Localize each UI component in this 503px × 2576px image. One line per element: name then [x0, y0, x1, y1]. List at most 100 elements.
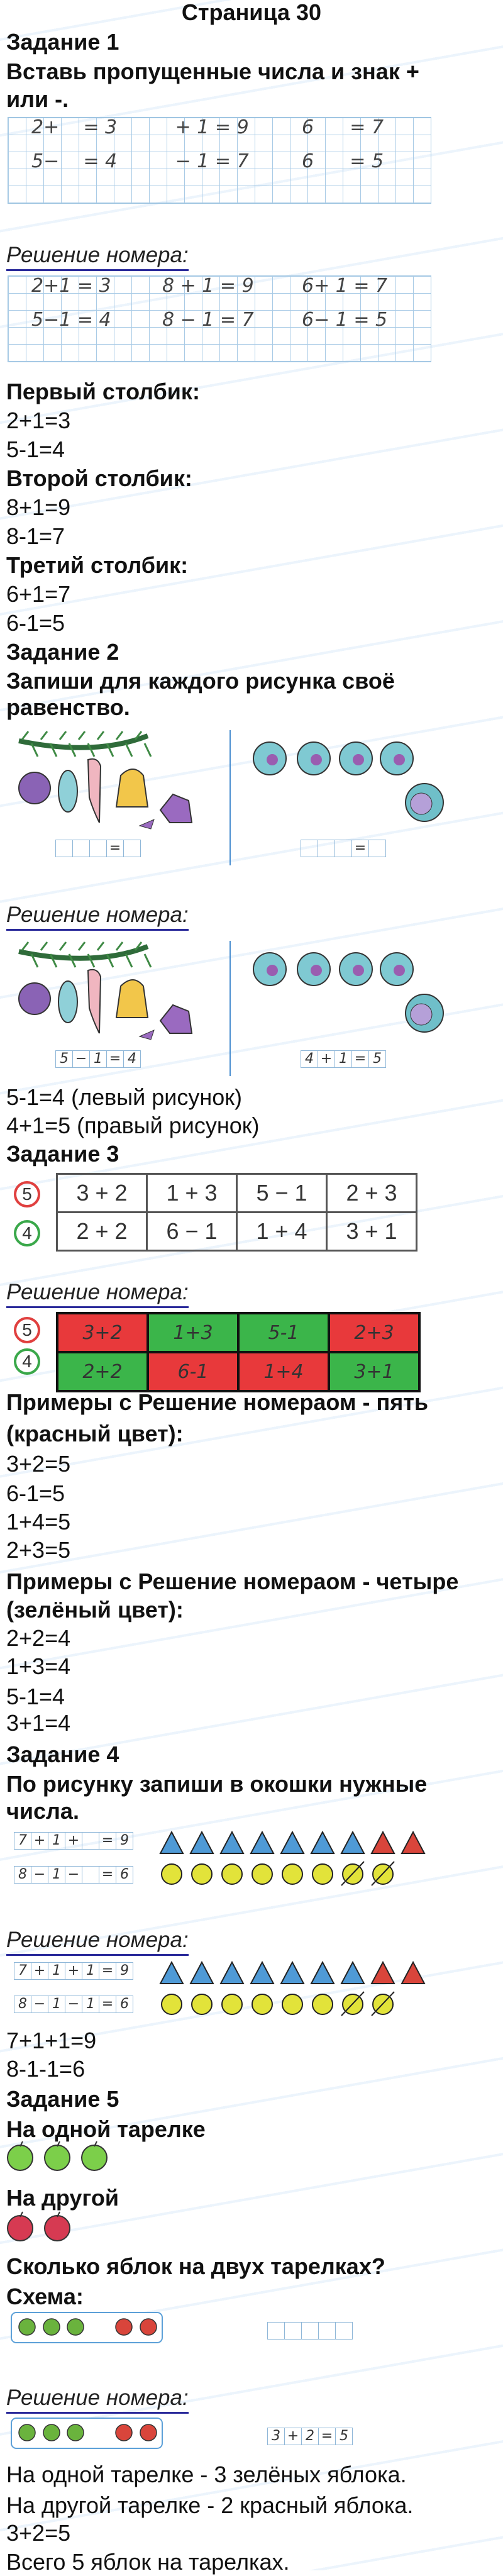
box-cell: + [65, 1833, 82, 1849]
scheme-label: Схема: [6, 2284, 84, 2309]
box-cell[interactable] [302, 2323, 319, 2339]
box-cell[interactable] [124, 840, 140, 857]
box-cell: = [99, 1996, 116, 2012]
task5-heading: Задание 5 [6, 2086, 119, 2112]
box-cell[interactable] [301, 840, 318, 857]
yellow-circle [221, 1863, 243, 1885]
fir-branch [18, 944, 149, 961]
grid-equation: + 1 = 9 [157, 116, 249, 138]
answer-line: 8-1-1=6 [6, 2056, 86, 2082]
box-cell[interactable] [268, 2323, 285, 2339]
apple-icon [7, 2145, 33, 2171]
green-dot [43, 2424, 60, 2441]
grid-equation: 8 + 1 = 9 [162, 275, 254, 297]
purple-ball-ornament [18, 982, 51, 1015]
grid-equation: 8 − 1 = 7 [162, 309, 254, 331]
solution-label: Решение номера: [6, 901, 189, 931]
red-dot [115, 2318, 133, 2336]
grid-equation: 2+ = 3 [31, 116, 118, 138]
blue-triangle [340, 1830, 365, 1854]
box-cell[interactable] [82, 1867, 99, 1883]
answer-line: 2+2=4 [6, 1625, 71, 1651]
task1-solution-grid [8, 275, 431, 362]
table-cell: 1+3 [146, 1312, 240, 1353]
grid-equation: 6− 1 = 5 [302, 309, 388, 331]
yellow-circle [161, 1994, 182, 2015]
cross-out-line [341, 1991, 365, 2016]
table-cell: 1 + 3 [146, 1173, 238, 1213]
box-cell[interactable] [318, 840, 335, 857]
solution-label: Решение номера: [6, 2384, 189, 2414]
box-cell: 5 [340, 2428, 348, 2444]
table-row: 2+2 6-1 1+4 3+1 [56, 1351, 421, 1392]
icicle-ornament [87, 758, 102, 823]
box-cell[interactable] [335, 840, 352, 857]
task3-heading: Задание 3 [6, 1141, 119, 1167]
blue-triangle [340, 1960, 365, 1984]
bell-ornament [115, 769, 149, 808]
solution-label: Решение номера: [6, 1926, 189, 1956]
box-cell: − [73, 1051, 90, 1067]
box-cell[interactable] [73, 840, 90, 857]
box-cell[interactable] [319, 2323, 336, 2339]
box-cell[interactable] [285, 2323, 302, 2339]
table-cell: 2+3 [328, 1312, 421, 1353]
red-apples [7, 2211, 70, 2241]
blue-triangle [189, 1830, 214, 1854]
box-cell[interactable] [369, 840, 385, 857]
scheme-diagram [11, 2312, 163, 2343]
task1-prompt-cont: или -. [6, 86, 69, 112]
yellow-circle [252, 1863, 273, 1885]
grid-equation: 2+1 = 3 [31, 275, 111, 297]
red-triangle [370, 1830, 395, 1854]
box-cell: + [65, 1963, 82, 1979]
answer-line: 8-1=7 [6, 523, 65, 549]
box-cell: 1 [335, 1051, 352, 1067]
box-cell: 4 [301, 1051, 318, 1067]
green-dot [43, 2318, 60, 2336]
solved-equation-boxes-1: 7 +1 +1 = 9 [14, 1962, 133, 1980]
cross-out-line [341, 1861, 365, 1886]
grid-equation: 6 = 5 [302, 150, 384, 172]
yellow-circle [282, 1994, 303, 2015]
apple-icon [44, 2215, 70, 2241]
yellow-circle [252, 1994, 273, 2015]
box-cell: 7 [14, 1963, 31, 1979]
answer-line: 5-1=4 [6, 436, 65, 462]
box-cell: 8 [14, 1996, 31, 2012]
table-cell: 3 + 2 [56, 1173, 148, 1213]
box-cell: 1 [48, 1963, 65, 1979]
scheme-diagram-solved [11, 2418, 163, 2449]
box-cell: + [318, 1051, 335, 1067]
box-cell: − [31, 1867, 48, 1883]
box-cell[interactable] [82, 1833, 99, 1849]
pinecone-ornament [58, 770, 78, 813]
blue-triangle [310, 1960, 335, 1984]
blue-triangle [219, 1830, 245, 1854]
answer-heading: Первый столбик: [6, 379, 200, 404]
task1-heading: Задание 1 [6, 29, 119, 55]
yellow-circle [191, 1994, 213, 2015]
red-dot [140, 2424, 157, 2441]
table-cell: 1 + 4 [236, 1211, 328, 1252]
box-cell[interactable] [90, 840, 107, 857]
box-cell[interactable] [336, 2323, 352, 2339]
yellow-circle [282, 1863, 303, 1885]
box-cell: = [107, 840, 124, 857]
task3-solution-table: 3+2 1+3 5-1 2+3 2+2 6-1 1+4 3+1 [56, 1312, 421, 1392]
green-dot [18, 2318, 36, 2336]
box-cell: + [31, 1963, 48, 1979]
answer-line: 1+4=5 [6, 1509, 71, 1535]
pinecone-ornament [58, 980, 78, 1023]
box-cell: 6 [120, 1996, 129, 2012]
yellow-circle [312, 1863, 333, 1885]
table-cell: 3+2 [56, 1312, 149, 1353]
red-triangle [401, 1830, 426, 1854]
apple-icon [7, 2215, 33, 2241]
box-cell[interactable] [56, 840, 73, 857]
blue-triangle [310, 1830, 335, 1854]
answer-heading: Второй столбик: [6, 465, 192, 491]
fir-branch [18, 733, 149, 750]
